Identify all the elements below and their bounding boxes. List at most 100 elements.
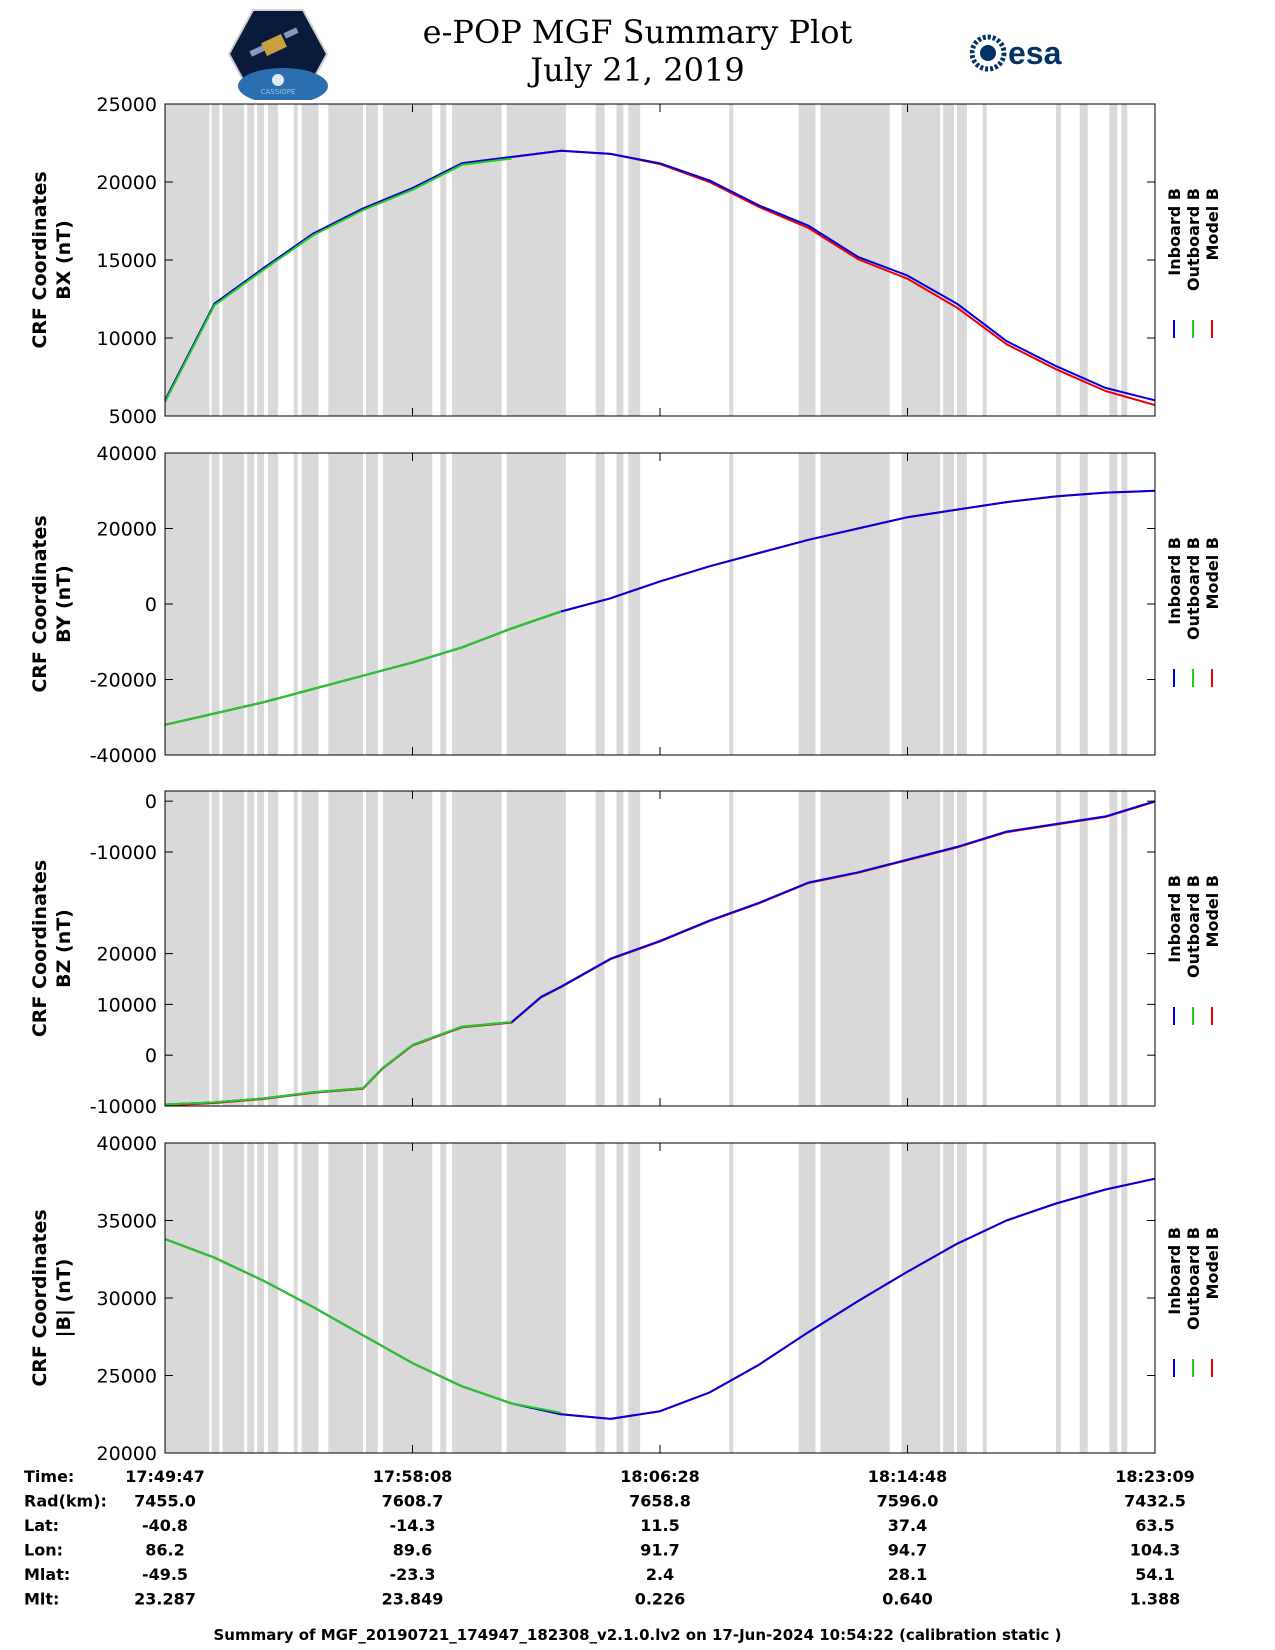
info-cell: 28.1 (888, 1565, 927, 1584)
shade-band (382, 1143, 433, 1453)
shade-band (798, 453, 816, 755)
series-line-inboard-b (164, 149, 1156, 402)
shade-band (1056, 1143, 1061, 1453)
shade-band (943, 104, 955, 416)
y-axis-label: BY (nT) (53, 565, 75, 643)
info-cell: 94.7 (888, 1541, 927, 1560)
shade-band (628, 453, 641, 755)
shade-band (595, 104, 605, 416)
legend-entry: Model B (1203, 537, 1222, 609)
legend-entry: Inboard B (1165, 1227, 1184, 1315)
info-row-label: Mlat: (24, 1565, 70, 1584)
legend-entry: Outboard B (1184, 188, 1203, 291)
shade-band (211, 453, 220, 755)
shade-band (1121, 791, 1128, 1106)
shade-band (211, 1143, 220, 1453)
y-axis-label: BX (nT) (53, 220, 75, 300)
info-cell: 23.287 (134, 1590, 196, 1609)
shade-band (257, 791, 264, 1106)
shade-band (901, 1143, 941, 1453)
series-line-outboard-b (164, 610, 562, 726)
shade-band (328, 104, 363, 416)
shade-band (982, 453, 987, 755)
shade-band (1109, 104, 1118, 416)
shade-band (440, 104, 447, 416)
shade-band (301, 791, 319, 1106)
info-cell: 17:49:47 (125, 1467, 205, 1486)
y-tick-label: 15000 (97, 250, 157, 272)
shade-band (267, 1143, 278, 1453)
shade-band (452, 453, 502, 755)
y-tick-label: 5000 (109, 406, 157, 428)
shade-band (798, 791, 816, 1106)
shade-band (293, 791, 298, 1106)
info-cell: 54.1 (1135, 1565, 1174, 1584)
info-cell: 7608.7 (382, 1492, 444, 1511)
shade-band (267, 791, 278, 1106)
shade-band (982, 1143, 987, 1453)
y-tick-label: -10000 (90, 842, 157, 864)
info-row-label: Rad(km): (24, 1492, 107, 1511)
info-cell: 37.4 (888, 1516, 927, 1535)
shade-band (301, 453, 319, 755)
shade-band (267, 453, 278, 755)
info-cell: -49.5 (142, 1565, 188, 1584)
y-tick-label: 35000 (97, 1211, 157, 1233)
legend-entry: Model B (1203, 875, 1222, 947)
shade-band (1121, 453, 1128, 755)
y-tick-label: 10000 (97, 328, 157, 350)
shade-band (506, 791, 566, 1106)
shade-band (798, 104, 816, 416)
y-axis-label: CRF Coordinates (29, 1209, 51, 1386)
shade-band (901, 104, 941, 416)
legend-entry: Inboard B (1165, 537, 1184, 625)
info-row-label: Mlt: (24, 1590, 59, 1609)
info-cell: 7455.0 (134, 1492, 196, 1511)
info-cell: 104.3 (1130, 1541, 1181, 1560)
shade-band (957, 104, 967, 416)
info-cell: 18:23:09 (1115, 1467, 1195, 1486)
shade-band (247, 791, 255, 1106)
shade-band (382, 104, 433, 416)
y-axis-label: BZ (nT) (53, 909, 75, 988)
info-row-label: Lon: (24, 1541, 63, 1560)
shade-band (257, 1143, 264, 1453)
shade-band (165, 791, 210, 1106)
shade-band (943, 1143, 955, 1453)
shade-band (595, 791, 605, 1106)
y-tick-label: 20000 (97, 1443, 157, 1465)
panel-by: -40000 -20000 0 20000 40000 CRF Coordinates BY… (29, 443, 1222, 767)
info-cell: 89.6 (393, 1541, 432, 1560)
shade-band (798, 1143, 816, 1453)
series-line-outboard-b (164, 1021, 512, 1106)
shade-band (293, 104, 298, 416)
shade-band (211, 104, 220, 416)
shade-band (616, 1143, 624, 1453)
shade-band (301, 1143, 319, 1453)
shade-band (452, 791, 502, 1106)
info-cell: 23.849 (382, 1590, 444, 1609)
shade-band (1056, 791, 1061, 1106)
plot-date: July 21, 2019 (530, 51, 745, 89)
cassiope-logo: CASSIOPE (228, 9, 328, 100)
shade-band (616, 453, 624, 755)
footer-summary: Summary of MGF_20190721_174947_182308_v2… (213, 1626, 1062, 1644)
y-tick-label: -20000 (90, 670, 157, 692)
y-tick-label: 0 (145, 791, 157, 813)
legend-entry: Outboard B (1184, 537, 1203, 640)
shade-band (328, 1143, 363, 1453)
logo-left-text: CASSIOPE (261, 88, 296, 96)
shade-band (1079, 453, 1088, 755)
info-cell: 7596.0 (877, 1492, 939, 1511)
shade-band (957, 453, 967, 755)
logo-right-text: esa (1008, 35, 1062, 71)
y-tick-label: 0 (145, 594, 157, 616)
shade-band (729, 791, 734, 1106)
info-cell: -40.8 (142, 1516, 188, 1535)
info-cell: 18:06:28 (620, 1467, 700, 1486)
shade-band (943, 791, 955, 1106)
legend-entry: Model B (1203, 1227, 1222, 1299)
y-tick-label: -40000 (90, 745, 157, 767)
shade-band (616, 791, 624, 1106)
info-cell: 7658.8 (629, 1492, 691, 1511)
